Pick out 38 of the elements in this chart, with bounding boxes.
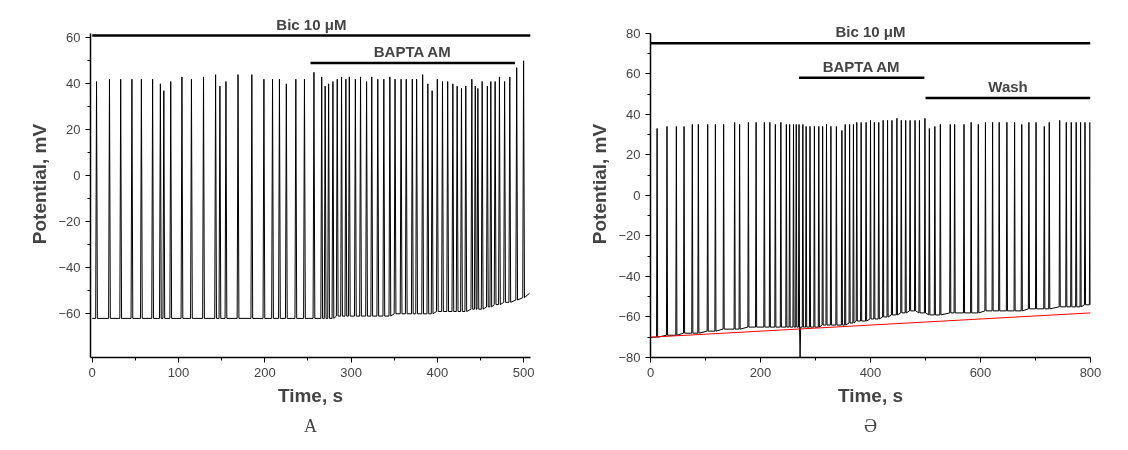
series-label: Wash <box>988 78 1028 96</box>
x-tick-label: 300 <box>340 364 362 380</box>
y-axis-title: Potential, mV <box>29 123 51 245</box>
y-tick-label: −60 <box>58 306 81 322</box>
y-tick-label: 40 <box>66 76 81 92</box>
y-tick-label: 20 <box>66 122 81 138</box>
y-tick-label: −80 <box>618 350 641 365</box>
y-tick-label: −20 <box>58 214 81 230</box>
y-tick-label: 40 <box>626 106 641 122</box>
y-axis-title: Potential, mV <box>589 123 611 245</box>
y-tick-label: 0 <box>73 168 81 184</box>
text: Ә <box>864 415 877 436</box>
y-tick-label: 60 <box>626 66 641 82</box>
x-axis-title: Time, s <box>277 384 344 406</box>
x-tick-label: 200 <box>749 364 772 380</box>
x-tick-label: 100 <box>167 364 190 380</box>
x-tick-label: 200 <box>253 364 276 380</box>
x-tick-label: 800 <box>1079 364 1102 380</box>
x-tick-label: 500 <box>512 364 535 380</box>
text: A <box>304 415 317 436</box>
x-axis-title: Time, s <box>837 384 904 406</box>
series-label: BAPTA AM <box>822 57 900 75</box>
y-tick-label: −40 <box>58 260 81 276</box>
x-tick-label: 400 <box>859 364 882 380</box>
y-tick-label: 80 <box>626 25 641 41</box>
y-tick-label: −40 <box>618 268 641 284</box>
y-tick-label: −20 <box>618 228 641 244</box>
series-label: Bic 10 μM <box>276 15 347 33</box>
series-label: BAPTA AM <box>373 43 451 61</box>
y-tick-label: 60 <box>66 30 81 46</box>
y-tick-label: 0 <box>633 187 641 203</box>
x-tick-label: 400 <box>426 364 449 380</box>
x-tick-label: 600 <box>969 364 992 380</box>
y-tick-label: 20 <box>626 147 641 163</box>
y-tick-label: −60 <box>618 309 641 325</box>
x-tick-label: 0 <box>88 364 96 380</box>
series-label: Bic 10 μM <box>835 23 906 41</box>
x-tick-label: 0 <box>646 364 655 380</box>
